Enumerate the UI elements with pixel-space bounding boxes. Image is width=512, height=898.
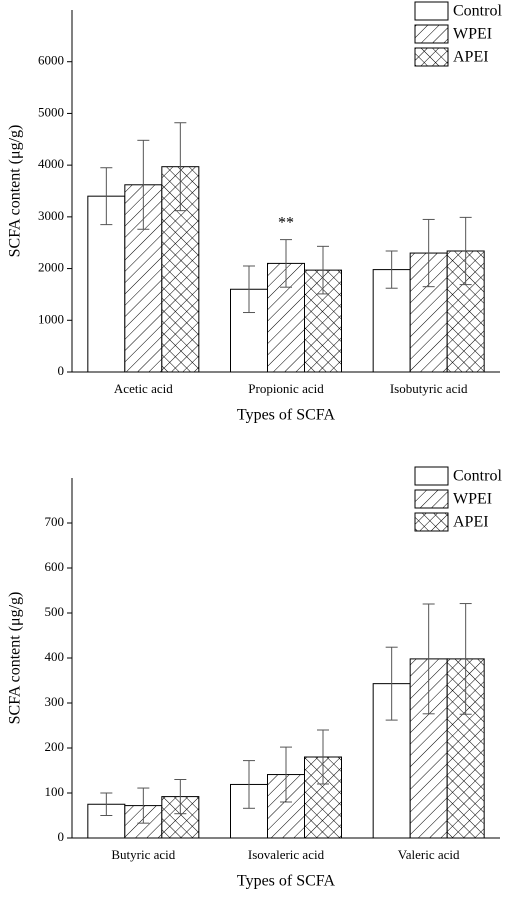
legend-swatch: [414, 24, 449, 44]
x-axis-label: Types of SCFA: [237, 407, 336, 424]
x-tick-label: Valeric acid: [398, 847, 460, 862]
y-tick-label: 200: [45, 739, 65, 754]
y-tick-label: 0: [58, 829, 65, 844]
legend-label: APEI: [453, 49, 489, 66]
legend-label: WPEI: [453, 491, 492, 508]
x-tick-label: Isobutyric acid: [390, 381, 468, 396]
legend-label: Control: [453, 468, 502, 485]
y-tick-label: 1000: [38, 311, 64, 326]
y-tick-label: 500: [45, 604, 65, 619]
y-tick-label: 2000: [38, 260, 64, 275]
y-tick-label: 5000: [38, 104, 64, 119]
y-tick-label: 0: [58, 363, 65, 378]
x-axis-label: Types of SCFA: [237, 873, 336, 890]
legend-swatch: [414, 489, 449, 509]
annotation: **: [278, 214, 294, 231]
legend-swatch: [414, 466, 449, 486]
y-tick-label: 6000: [38, 53, 64, 68]
legend-swatch: [414, 47, 449, 67]
legend-label: APEI: [453, 514, 489, 531]
legend-label: WPEI: [453, 26, 492, 43]
legend-swatch: [414, 1, 449, 21]
x-tick-label: Propionic acid: [248, 381, 324, 396]
y-tick-label: 3000: [38, 208, 64, 223]
y-tick-label: 400: [45, 649, 65, 664]
legend-swatch: [414, 512, 449, 532]
x-tick-label: Acetic acid: [114, 381, 173, 396]
y-tick-label: 4000: [38, 156, 64, 171]
y-tick-label: 300: [45, 694, 65, 709]
y-axis-label: SCFA content (μg/g): [7, 125, 24, 258]
y-tick-label: 600: [45, 559, 65, 574]
x-tick-label: Isovaleric acid: [248, 847, 325, 862]
y-axis-label: SCFA content (μg/g): [7, 592, 24, 725]
x-tick-label: Butyric acid: [111, 847, 175, 862]
legend-label: Control: [453, 3, 502, 20]
y-tick-label: 100: [45, 784, 65, 799]
y-tick-label: 700: [45, 514, 65, 529]
